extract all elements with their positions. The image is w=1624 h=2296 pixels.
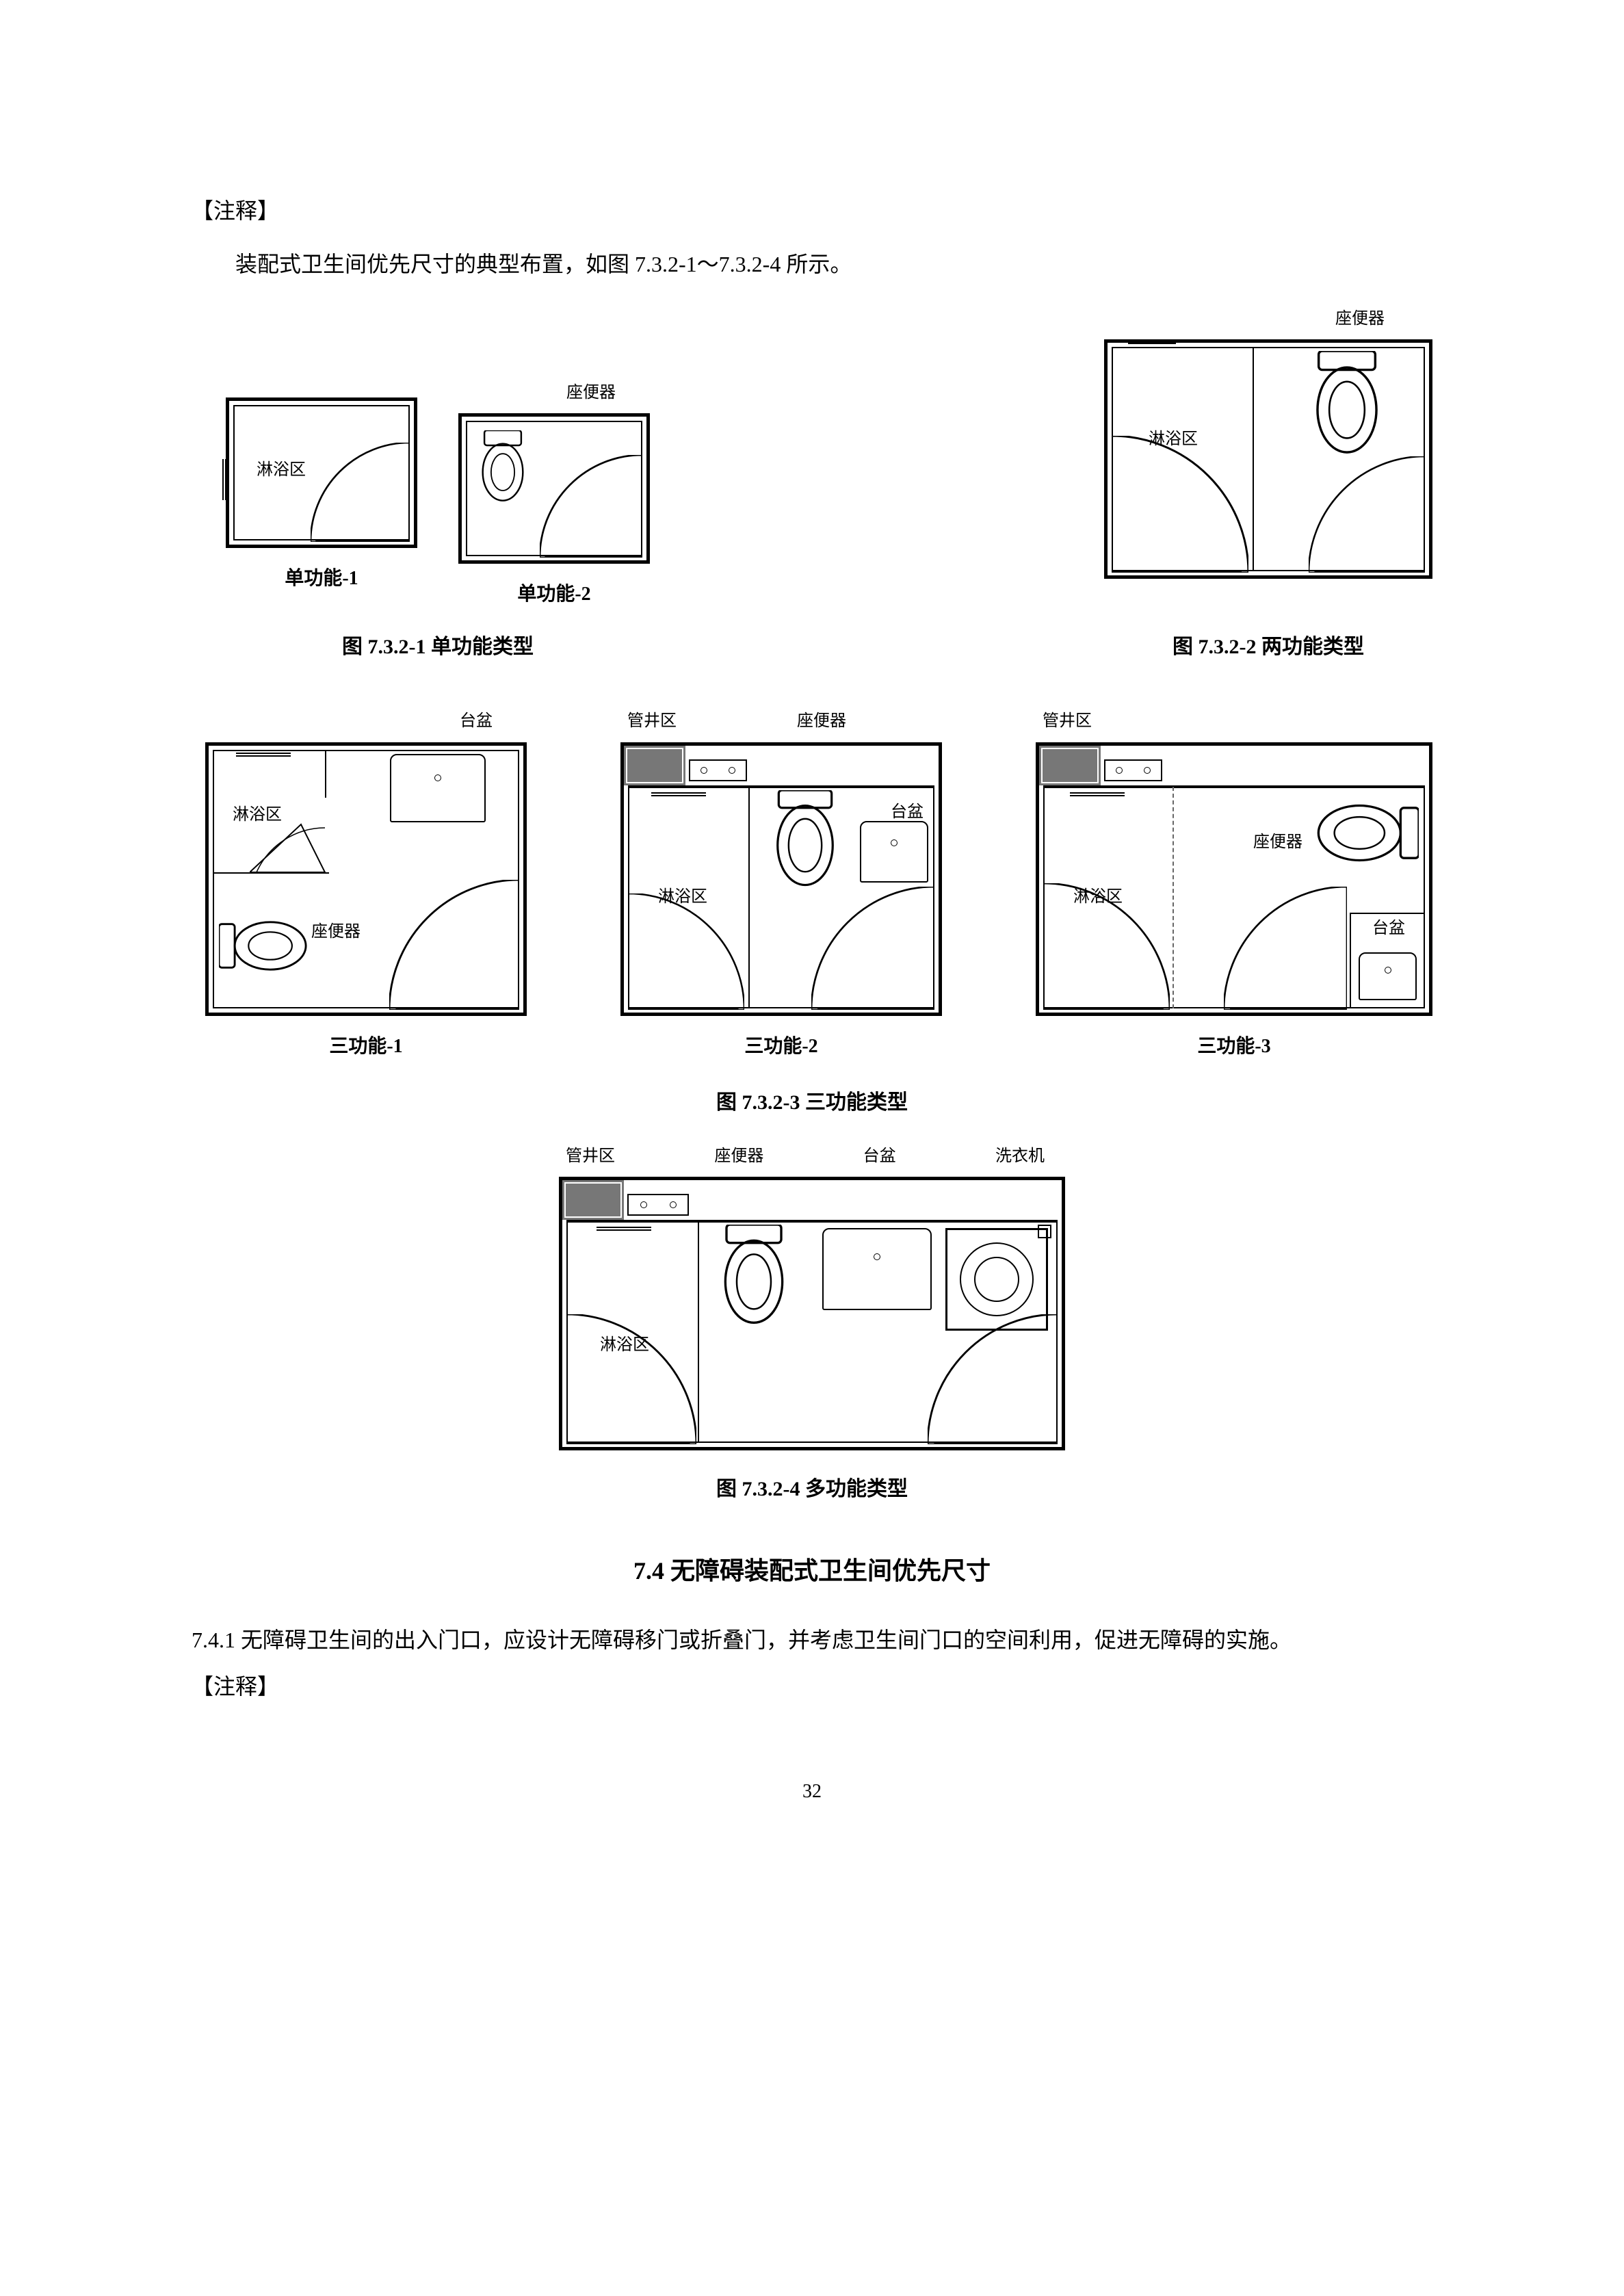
label-toilet3: 座便器 xyxy=(311,917,361,947)
caption-7-3-2-4: 图 7.3.2-4 多功能类型 xyxy=(192,1471,1432,1508)
label-shaft2: 管井区 xyxy=(627,707,677,736)
plan-dual: 座便器 淋浴区 xyxy=(1104,304,1432,612)
figure-row-3: 管井区 座便器 台盆 洗衣机 淋浴区 xyxy=(192,1142,1432,1450)
heading-7-4: 7.4 无障碍装配式卫生间优先尺寸 xyxy=(192,1549,1432,1593)
p-7-4-1: 7.4.1 无障碍卫生间的出入门口，应设计无障碍移门或折叠门，并考虑卫生间门口的… xyxy=(192,1621,1432,1660)
plan-multi: 管井区 座便器 台盆 洗衣机 淋浴区 xyxy=(559,1142,1065,1450)
intro-text: 装配式卫生间优先尺寸的典型布置，如图 7.3.2-1～7.3.2-4 所示。 xyxy=(192,245,1432,285)
sub-tri-3: 三功能-3 xyxy=(1197,1030,1270,1064)
sub-tri-2: 三功能-2 xyxy=(744,1030,817,1064)
fig-7-3-2-2: 座便器 淋浴区 xyxy=(1104,304,1432,686)
plan-single-2: 座便器 单功能-2 xyxy=(458,378,650,612)
label-shaft3: 管井区 xyxy=(1043,707,1092,736)
label-toilet-m: 座便器 xyxy=(714,1142,763,1171)
note-7-4: 【注释】 xyxy=(192,1667,1432,1707)
figure-row-1: 淋浴区 单功能-1 座便器 xyxy=(226,304,1432,686)
label-sink-m: 台盆 xyxy=(863,1142,896,1171)
caption-7-3-2-2: 图 7.3.2-2 两功能类型 xyxy=(1173,629,1364,666)
plan-tri-1: 台盆 淋浴区 座便器 xyxy=(205,707,527,1064)
plan-single-1: 淋浴区 单功能-1 xyxy=(226,378,417,612)
label-shower: 淋浴区 xyxy=(257,456,306,485)
label-sink1: 台盆 xyxy=(460,707,493,736)
label-sink3: 台盆 xyxy=(1372,914,1405,943)
sub-single-1: 单功能-1 xyxy=(285,562,358,596)
note-header: 【注释】 xyxy=(192,192,1432,231)
label-washer-m: 洗衣机 xyxy=(995,1142,1045,1171)
label-toilet-top2: 座便器 xyxy=(1104,304,1432,334)
sub-tri-1: 三功能-1 xyxy=(329,1030,402,1064)
label-toilet-t2: 座便器 xyxy=(797,707,846,736)
caption-7-3-2-1: 图 7.3.2-1 单功能类型 xyxy=(342,629,534,666)
label-toilet5: 座便器 xyxy=(1253,828,1302,857)
sub-single-2: 单功能-2 xyxy=(517,577,590,612)
plan-tri-2: 管井区 座便器 淋浴区 xyxy=(620,707,942,1064)
label-shaft-m: 管井区 xyxy=(566,1142,615,1171)
fig-7-3-2-1: 淋浴区 单功能-1 座便器 xyxy=(226,378,650,687)
plan-tri-3: 管井区 淋浴区 座便器 xyxy=(1036,707,1432,1064)
page-number: 32 xyxy=(192,1775,1432,1809)
label-toilet-top: 座便器 xyxy=(458,378,650,408)
figure-row-2: 台盆 淋浴区 座便器 xyxy=(205,707,1432,1064)
caption-7-3-2-3: 图 7.3.2-3 三功能类型 xyxy=(192,1084,1432,1121)
